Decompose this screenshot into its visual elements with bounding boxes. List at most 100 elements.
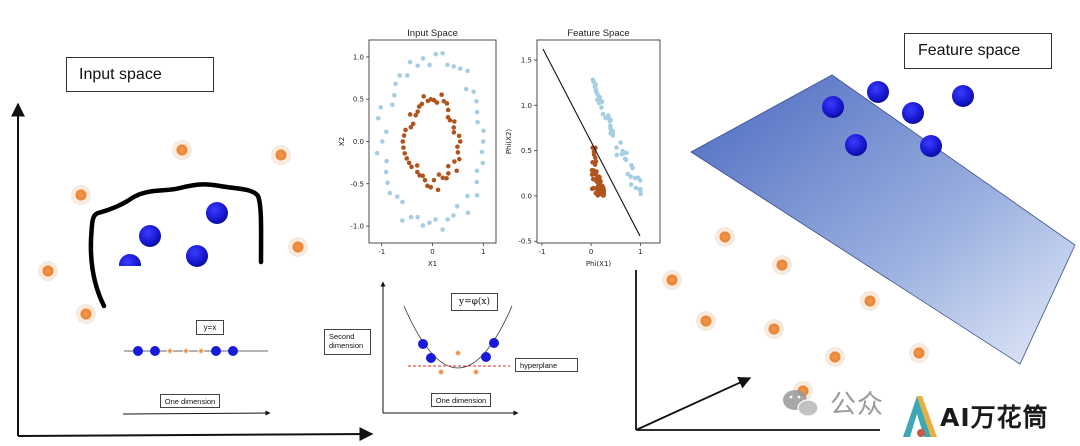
outer-circle-point <box>474 98 479 104</box>
outer-mapped-point <box>618 140 623 145</box>
outer-circle-point <box>397 73 402 78</box>
outer-mapped-point <box>608 126 613 131</box>
y-equals-phi-x-label: y=φ(x) <box>451 293 498 311</box>
outer-mapped-point <box>607 118 612 124</box>
outer-mapped-point <box>637 178 643 183</box>
y-tick-label: 0.5 <box>353 96 364 104</box>
inner-mapped-point <box>591 185 596 191</box>
blue-point <box>902 102 924 124</box>
inner-circle-point <box>431 177 437 183</box>
orange-point <box>772 255 792 275</box>
inner-circle-point <box>440 175 446 181</box>
outer-mapped-point <box>628 174 634 179</box>
outer-circle-point <box>375 115 381 121</box>
outer-circle-point <box>433 51 439 57</box>
outer-mapped-point <box>614 152 620 158</box>
inner-circle-point <box>439 92 444 97</box>
outer-circle-point <box>480 139 486 144</box>
outer-mapped-point <box>633 185 639 191</box>
outer-circle-point <box>440 227 445 232</box>
outer-circle-point <box>393 81 398 87</box>
inner-circle-point <box>455 150 461 155</box>
inner-circle-point <box>409 164 414 170</box>
blue-point <box>426 353 436 363</box>
right-blue-points <box>822 81 974 157</box>
outer-mapped-point <box>614 145 619 150</box>
orange-point <box>76 304 96 324</box>
inner-circle-point <box>404 156 410 161</box>
blue-point <box>867 81 889 103</box>
y-tick-label: 1.5 <box>521 56 532 64</box>
outer-mapped-point <box>638 191 643 197</box>
orange-point <box>662 270 682 290</box>
outer-mapped-point <box>599 105 604 110</box>
blue-point <box>920 135 942 157</box>
orange-point <box>197 347 205 355</box>
y-equals-x-label: y=x <box>196 320 224 335</box>
inner-circle-point <box>400 139 406 144</box>
x-tick-label: 1 <box>638 248 642 256</box>
outer-circle-point <box>465 193 470 199</box>
inner-circle-point <box>454 168 459 174</box>
inner-circle-point <box>407 112 413 117</box>
orange-point <box>909 343 929 363</box>
inner-circle-point <box>402 151 408 156</box>
outer-circle-point <box>474 193 480 198</box>
outer-circle-point <box>384 158 389 164</box>
y-axis-label: X2 <box>338 137 346 146</box>
y-tick-label: -0.5 <box>518 238 532 246</box>
inner-circle-point <box>406 160 412 166</box>
inner-circle-point <box>401 145 406 150</box>
y-tick-label: 0.0 <box>521 192 532 200</box>
inner-circle-point <box>457 139 463 144</box>
outer-mapped-point <box>628 182 634 187</box>
outer-mapped-point <box>603 115 608 121</box>
outer-mapped-point <box>600 111 606 117</box>
inner-circle-point <box>413 112 419 118</box>
inner-mapped-point <box>596 185 602 191</box>
inner-mapped-point <box>593 190 599 196</box>
outer-circle-point <box>451 213 456 218</box>
outer-mapped-point <box>630 165 635 171</box>
inner-circle-point <box>408 124 414 130</box>
outer-circle-point <box>465 68 470 74</box>
blue-point <box>211 346 221 356</box>
blue-point <box>139 225 161 247</box>
outer-mapped-point <box>620 150 626 156</box>
outer-circle-point <box>380 139 385 144</box>
inner-circle-point <box>452 119 457 124</box>
blue-point <box>228 346 238 356</box>
right-orange-points <box>662 227 929 401</box>
ai-wanhuatong-logo-icon <box>903 396 937 437</box>
inner-circle-point <box>451 125 457 130</box>
outer-mapped-point <box>599 99 605 105</box>
hyperplane-label: hyperplane <box>515 358 578 372</box>
orange-point <box>271 145 291 165</box>
outer-circle-point <box>463 86 469 92</box>
inner-mapped-point <box>590 176 596 182</box>
inner-circle-point <box>401 133 407 138</box>
inner-circle-point <box>428 185 434 190</box>
inner-mapped-point <box>601 192 606 198</box>
outer-circle-point <box>405 73 410 78</box>
outer-circle-point <box>385 180 390 185</box>
inner-mapped-point <box>592 155 598 160</box>
input-space-title-box: Input space <box>66 57 214 92</box>
outer-circle-point <box>415 63 421 69</box>
x-tick-label: 0 <box>430 248 434 256</box>
middle-one-dimension-label: One dimension <box>431 393 491 407</box>
orange-point <box>764 319 784 339</box>
inner-circle-point <box>403 127 408 133</box>
outer-circle-point <box>465 210 471 216</box>
feature-space-plot: -1 0 1 1.5 1.0 0.5 0.0 -0.5 Phi(X1) Phi(X2) <box>505 39 661 268</box>
x-tick-label: -1 <box>378 248 385 256</box>
watermark-text-right: AI万花筒 <box>940 403 1049 432</box>
inner-circle-point <box>445 107 451 113</box>
inner-circle-point <box>410 121 416 127</box>
inner-mapped-point <box>593 172 599 177</box>
y-axis-label: Phi(X2) <box>505 129 513 155</box>
blue-point <box>150 346 160 356</box>
orange-point <box>172 140 192 160</box>
orange-point <box>860 291 880 311</box>
inner-mapped-point <box>593 159 599 164</box>
